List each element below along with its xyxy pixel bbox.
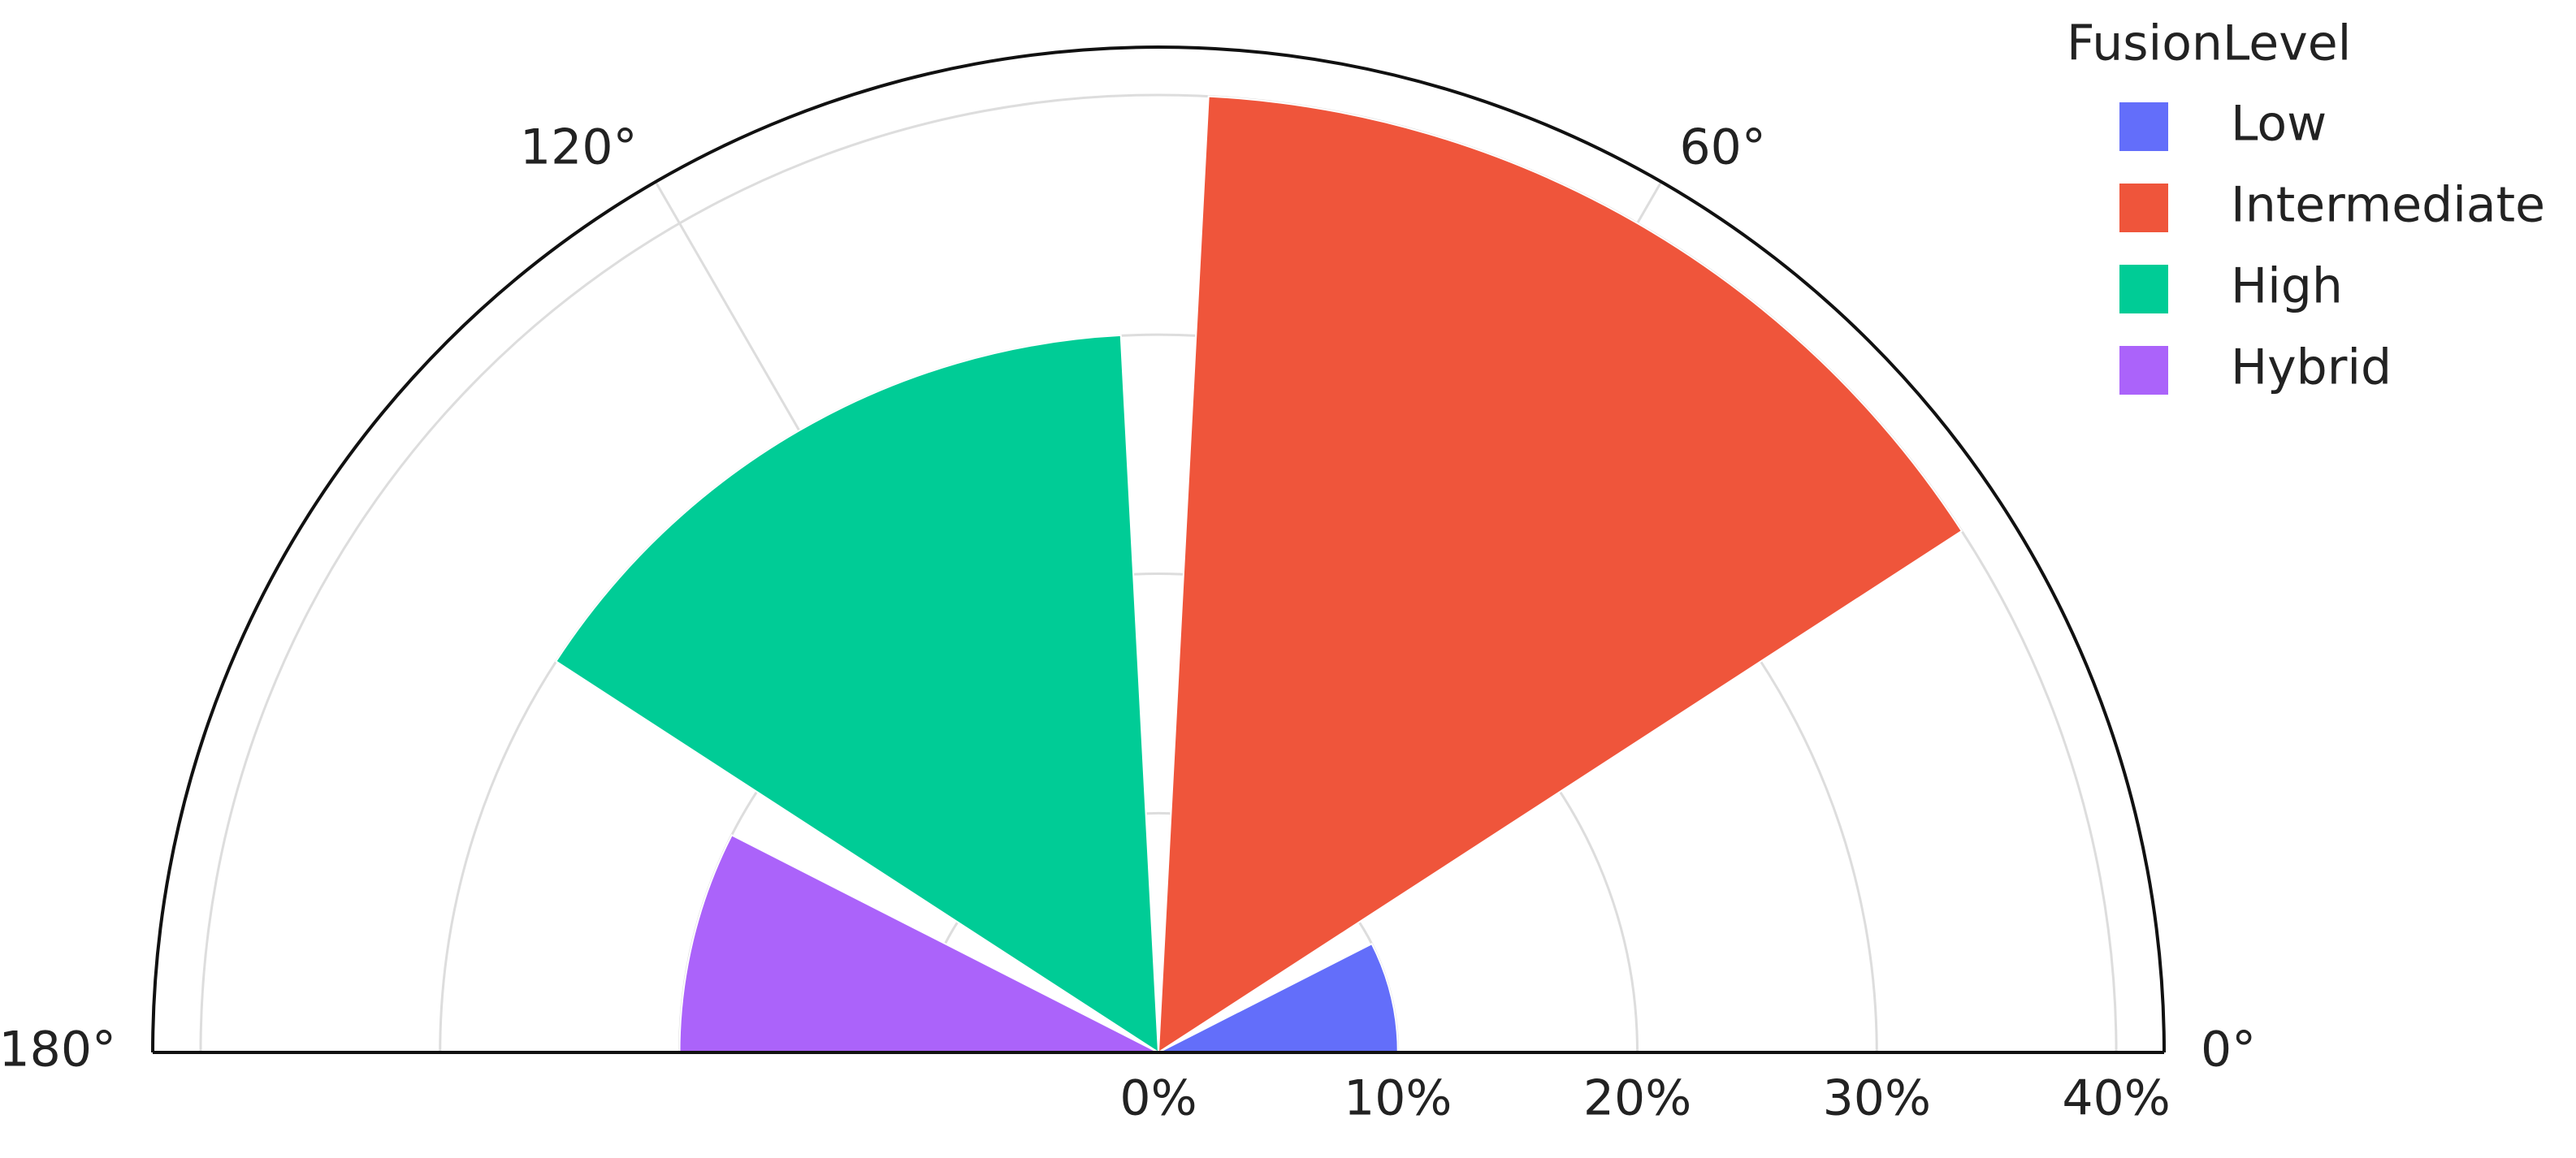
legend-label: Intermediate	[2231, 177, 2545, 234]
legend-swatch	[2119, 346, 2168, 395]
r-tick-label: 20%	[1583, 1070, 1691, 1127]
r-tick-label: 10%	[1344, 1070, 1452, 1127]
r-tick-label: 30%	[1823, 1070, 1931, 1127]
legend-label: Hybrid	[2231, 339, 2392, 396]
bar	[1158, 942, 1399, 1053]
r-tick-label: 40%	[2062, 1070, 2170, 1127]
legend-swatch	[2119, 102, 2168, 151]
grid-circle	[439, 333, 1878, 1053]
legend-swatch	[2119, 265, 2168, 313]
legend-title: FusionLevel	[2067, 15, 2351, 72]
theta-tick-label: 120°	[520, 119, 638, 175]
legend-label: High	[2231, 258, 2343, 315]
outer-arc	[151, 45, 2166, 1053]
theta-tick-label: 180°	[0, 1022, 116, 1078]
legend-swatch	[2119, 184, 2168, 232]
bar	[1157, 95, 1963, 1054]
theta-tick-label: 60°	[1680, 119, 1766, 175]
bar	[554, 334, 1160, 1054]
r-tick-label: 0%	[1119, 1070, 1197, 1127]
theta-tick-label: 0°	[2201, 1022, 2256, 1078]
bar	[678, 834, 1159, 1053]
legend-label: Low	[2231, 96, 2327, 153]
